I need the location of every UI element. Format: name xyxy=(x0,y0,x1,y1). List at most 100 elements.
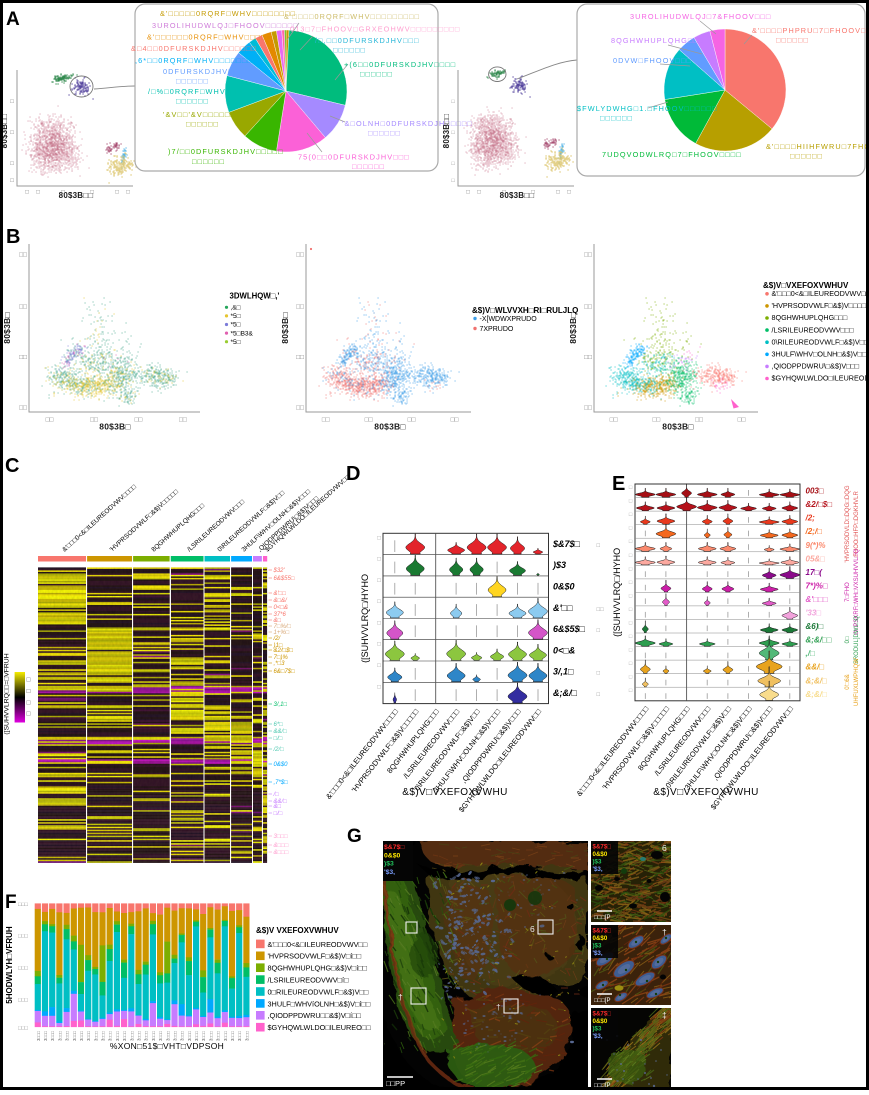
svg-text:&2/□$□: &2/□$□ xyxy=(274,648,294,654)
svg-text:†: † xyxy=(398,992,403,1002)
svg-text:&□□□: &□□□ xyxy=(274,850,289,856)
svg-text:□□: □□ xyxy=(738,417,746,424)
svg-text:,6*□□0RQRF□WHV□□□□□□□: ,6*□□0RQRF□WHV□□□□□□□ xyxy=(135,56,253,65)
svg-text:)$3: )$3 xyxy=(593,1026,603,1033)
svg-text:,*□3: ,*□3 xyxy=(274,661,286,667)
svg-text:'&□OLNH□0DFURSKDJH□□□□□: '&□OLNH□0DFURSKDJH□□□□□ xyxy=(342,119,473,128)
svg-text:&;&/□: &;&/□ xyxy=(553,688,577,698)
svg-text:3□□□: 3□□□ xyxy=(201,1031,206,1041)
svg-text:([SUHVVLRQ□/HYHO: ([SUHVVLRQ□/HYHO xyxy=(360,574,370,663)
svg-text:80$3B□: 80$3B□ xyxy=(568,312,578,343)
svg-text:&$)V□WLVVXH□RI□RULJLQ: &$)V□WLVVXH□RI□RULJLQ xyxy=(472,306,578,315)
svg-text:,/□: ,/□ xyxy=(805,649,815,658)
svg-text:3□□□: 3□□□ xyxy=(216,1031,221,1041)
svg-text:7*)%□: 7*)%□ xyxy=(806,581,828,590)
svg-text:3□□□: 3□□□ xyxy=(165,1031,170,1041)
svg-text:□□: □□ xyxy=(46,417,54,424)
svg-text:$&7$□: $&7$□ xyxy=(593,1011,612,1018)
svg-text:([SUHVVLRQ□/HYHO: ([SUHVVLRQ□/HYHO xyxy=(612,548,622,637)
svg-text:‡: ‡ xyxy=(662,1010,667,1020)
svg-text:/2;/□: /2;/□ xyxy=(805,527,823,536)
svg-text:□: □ xyxy=(377,557,381,563)
svg-text:□□: □□ xyxy=(296,405,304,412)
svg-text:□: □ xyxy=(27,700,31,707)
svg-text:□□: □□ xyxy=(179,417,187,424)
svg-text:&;&/□: &;&/□ xyxy=(806,690,827,699)
svg-text:A: A xyxy=(6,9,20,30)
svg-text:)$3: )$3 xyxy=(384,861,394,868)
svg-text:□□: □□ xyxy=(296,252,304,259)
svg-text:&;&/□□: &;&/□□ xyxy=(806,636,832,645)
svg-text:0<□&: 0<□& xyxy=(553,645,575,655)
svg-text:75(0□□0DFURSKDJHV□□□: 75(0□□0DFURSKDJHV□□□ xyxy=(298,153,410,162)
svg-text:C: C xyxy=(5,455,19,477)
svg-text:3□□□: 3□□□ xyxy=(108,1031,113,1041)
svg-text:3□□□: 3□□□ xyxy=(57,1031,62,1041)
svg-text:FHOO□HFP□DGKHVLR: FHOO□HFP□DGKHVLR xyxy=(854,491,860,557)
svg-text:□: □ xyxy=(597,692,601,698)
svg-text:&2/□$□: &2/□$□ xyxy=(806,500,833,509)
svg-text:□□: □□ xyxy=(652,417,660,424)
svg-text:□□□[P: □□□[P xyxy=(594,998,611,1004)
svg-text:□□: □□ xyxy=(19,252,27,259)
svg-text:'$3,: '$3, xyxy=(593,1033,603,1040)
svg-text:3□□□: 3□□□ xyxy=(122,1031,127,1041)
svg-text:□: □ xyxy=(502,190,506,196)
svg-text:0<□&: 0<□& xyxy=(274,605,288,611)
svg-text:□□□□□□: □□□□□□ xyxy=(352,162,385,171)
svg-text:□□: □□ xyxy=(296,354,304,361)
svg-text:$&7$□: $&7$□ xyxy=(552,539,581,549)
svg-text:□□: □□ xyxy=(584,354,592,361)
svg-text:,&□: ,&□ xyxy=(231,305,241,312)
svg-text:□□□: □□□ xyxy=(18,998,29,1004)
svg-text:80$3B□: 80$3B□ xyxy=(662,422,693,432)
svg-text:□□: □□ xyxy=(322,417,330,424)
svg-text:□□PP: □□PP xyxy=(386,1079,405,1088)
svg-text:7XPRUDO: 7XPRUDO xyxy=(480,326,514,333)
svg-text:□: □ xyxy=(10,161,14,167)
svg-text:)7/□□0DFURSKDJHV□□□□□: )7/□□0DFURSKDJHV□□□□□ xyxy=(168,147,284,156)
svg-text:)$3: )$3 xyxy=(593,859,603,866)
svg-text:□□□□□□: □□□□□□ xyxy=(176,97,209,106)
svg-text:&□□□: &□□□ xyxy=(274,843,289,849)
svg-text:&□4□□0DFURSKDJHV□□□□□□: &□4□□0DFURSKDJHV□□□□□□ xyxy=(131,44,257,53)
svg-text:□: □ xyxy=(377,642,381,648)
svg-text:0&$0: 0&$0 xyxy=(593,1018,608,1025)
svg-text:0&$0: 0&$0 xyxy=(553,582,575,592)
svg-text:3□□□: 3□□□ xyxy=(237,1031,242,1041)
svg-text:□□: □□ xyxy=(597,607,605,613)
svg-text:3UROLIHUDWLQJ□7&FHOOV□□□: 3UROLIHUDWLQJ□7&FHOOV□□□ xyxy=(630,12,771,21)
svg-text:7□FHO: 7□FHO xyxy=(845,582,851,602)
svg-text:□: □ xyxy=(531,190,535,196)
svg-text:0'□6&: 0'□6& xyxy=(845,674,851,689)
svg-text:3□□□: 3□□□ xyxy=(86,1030,91,1040)
svg-text:3HULF\WHV□OLNH□&$)V□□□: 3HULF\WHV□OLNH□&$)V□□□ xyxy=(772,350,869,359)
svg-text:'$3,: '$3, xyxy=(593,866,603,873)
svg-text:□□□: □□□ xyxy=(18,966,29,972)
svg-text:3□□□: 3□□□ xyxy=(180,1030,185,1040)
svg-text:3□□□: 3□□□ xyxy=(158,1031,163,1041)
svg-text:05&□: 05&□ xyxy=(806,554,826,563)
svg-text:/□%□0RQRF□WHV□□□: /□%□0RQRF□WHV□□□ xyxy=(148,87,242,96)
svg-text:□: □ xyxy=(597,671,601,677)
svg-text:†: † xyxy=(496,1002,501,1012)
svg-text:3□□□: 3□□□ xyxy=(244,1031,249,1041)
svg-text:0&$0: 0&$0 xyxy=(593,851,608,858)
svg-text:'HVPRSODVLD□DQG□DQG: 'HVPRSODVLD□DQG□DQG xyxy=(845,485,851,562)
svg-text:/□: /□ xyxy=(273,792,280,798)
svg-text:/LSRILEUREODVWV□□□: /LSRILEUREODVWV□□□ xyxy=(772,325,855,334)
svg-text:□□□□□□: □□□□□□ xyxy=(600,114,633,123)
svg-text:0&$0: 0&$0 xyxy=(593,935,608,942)
svg-text:'33□: '33□ xyxy=(806,609,822,618)
svg-text:3□□□: 3□□□ xyxy=(274,834,289,840)
svg-text:'HVPRSODVWLF□&$)V□□□□□: 'HVPRSODVWLF□&$)V□□□□□ xyxy=(772,301,869,310)
svg-text:*5□: *5□ xyxy=(231,313,241,320)
svg-text:&$)V□VXEFOXVWHU: &$)V□VXEFOXVWHU xyxy=(653,787,758,798)
svg-text:0&$0: 0&$0 xyxy=(384,852,400,859)
svg-text:'$3,: '$3, xyxy=(384,869,395,876)
svg-text:3□□□: 3□□□ xyxy=(72,1030,77,1040)
svg-text:0□: 0□ xyxy=(845,636,851,643)
svg-text:$GYHQWLWLDO□ILEUREO□□: $GYHQWLWLDO□ILEUREO□□ xyxy=(268,1023,372,1032)
svg-text:$32': $32' xyxy=(273,568,286,574)
svg-text:□: □ xyxy=(597,628,601,634)
